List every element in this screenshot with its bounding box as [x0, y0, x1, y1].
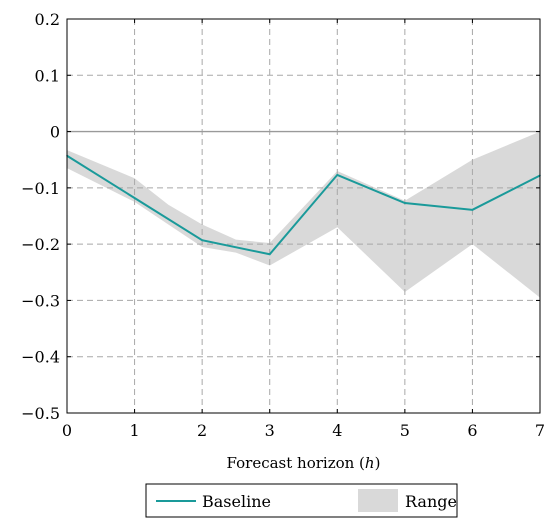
- baseline-point-2: [201, 239, 203, 242]
- baseline-line-layer: [66, 154, 541, 256]
- x-tick-label-1: 1: [129, 421, 139, 440]
- tick-layer: 0 1 2 3 4 5 6 7 0.2 0.1 0 −0.1 −0.2 −0.3 −0.4 −0.5: [21, 10, 544, 440]
- y-tick-label-5: −0.3: [21, 291, 60, 310]
- x-tick-label-3: 3: [265, 421, 275, 440]
- x-axis-title: Forecast horizon (h): [227, 454, 381, 472]
- baseline-point-1: [133, 197, 136, 199]
- y-tick-label-7: −0.5: [21, 404, 60, 423]
- baseline-point-4: [336, 174, 339, 176]
- grid-layer: [67, 19, 540, 413]
- x-tick-label-6: 6: [467, 421, 477, 440]
- y-tick-label-1: 0.1: [35, 66, 60, 85]
- y-tick-label-2: 0: [50, 123, 60, 142]
- baseline-point-5: [404, 202, 406, 204]
- x-tick-label-4: 4: [332, 421, 342, 440]
- plot-frame: [66, 18, 541, 414]
- legend-range-swatch: [358, 489, 398, 512]
- y-tick-label-3: −0.1: [21, 179, 60, 198]
- y-tick-label-6: −0.4: [21, 348, 60, 367]
- legend-box: [145, 483, 458, 518]
- y-tick-label-0: 0.2: [35, 10, 60, 29]
- baseline-point-3: [268, 253, 271, 256]
- x-tick-label-2: 2: [197, 421, 207, 440]
- y-tick-label-4: −0.2: [21, 235, 60, 254]
- x-tick-label-5: 5: [400, 421, 410, 440]
- x-tick-label-0: 0: [62, 421, 72, 440]
- x-tick-label-7: 7: [535, 421, 544, 440]
- legend: Baseline Range: [145, 483, 458, 518]
- baseline-line: [66, 154, 541, 256]
- legend-range-label: Range: [405, 492, 457, 511]
- legend-baseline-label: Baseline: [202, 492, 271, 511]
- baseline-point-6: [471, 209, 474, 211]
